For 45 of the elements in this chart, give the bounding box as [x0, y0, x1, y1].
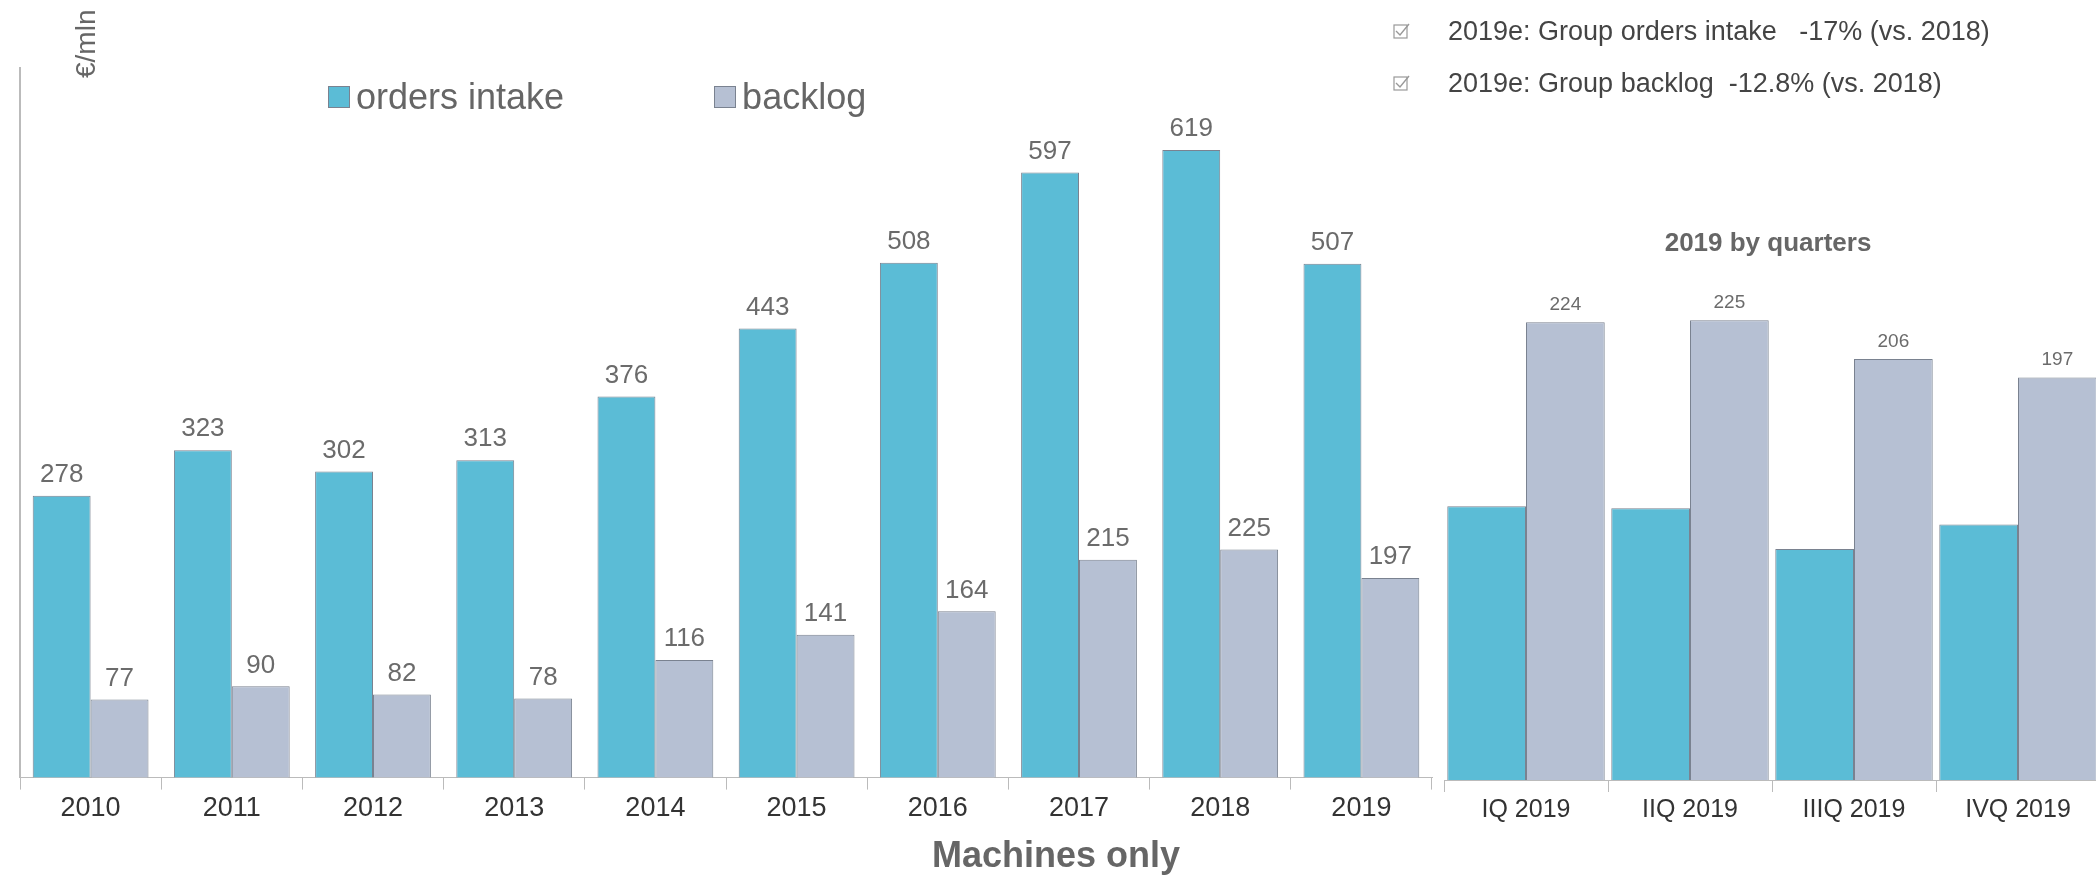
- data-label: 197: [1368, 540, 1413, 571]
- data-label: 507: [1310, 225, 1355, 256]
- x-tick-label: 2015: [766, 792, 827, 823]
- data-label: 376: [604, 358, 649, 389]
- data-label: 313: [463, 422, 507, 453]
- data-label: 206: [1877, 329, 1910, 351]
- text: 2019e: Group backlog -12.8% (vs. 2018): [1448, 68, 1942, 99]
- data-label: 225: [1713, 291, 1746, 313]
- data-label: 619: [1169, 112, 1213, 143]
- data-label: 141: [803, 596, 848, 627]
- data-label: 82: [387, 656, 417, 687]
- data-label: 597: [1028, 134, 1072, 165]
- x-tick-label: IQ 2019: [1481, 793, 1571, 822]
- x-tick-label: 2010: [60, 792, 121, 823]
- data-label: 225: [1227, 511, 1271, 542]
- data-label: 164: [945, 573, 989, 604]
- x-tick-label: 2016: [907, 792, 968, 823]
- data-label: 302: [322, 433, 366, 464]
- data-label: 78: [528, 660, 558, 691]
- data-label: 508: [887, 224, 931, 255]
- x-tick-label: IVQ 2019: [1965, 793, 2071, 822]
- x-axis-title: Machines only: [930, 834, 1182, 876]
- x-tick-label: 2012: [342, 792, 404, 823]
- data-label: 215: [1086, 521, 1130, 552]
- x-tick-label: 2014: [625, 792, 686, 823]
- data-label: 443: [745, 290, 790, 321]
- y-axis-title: €/mln: [70, 9, 102, 78]
- x-tick-label: IIQ 2019: [1642, 793, 1738, 822]
- data-label: 116: [663, 622, 706, 653]
- x-tick-label: IIIQ 2019: [1802, 793, 1906, 822]
- x-tick-label: 2018: [1190, 792, 1251, 823]
- legend-label: backlog: [742, 76, 867, 118]
- x-tick-label: 2019: [1331, 792, 1392, 823]
- data-label: 323: [181, 412, 225, 443]
- text: 2019e: Group orders intake -17% (vs. 2018): [1448, 16, 1990, 47]
- x-tick-label: 2013: [484, 792, 545, 823]
- data-label: 90: [246, 648, 276, 679]
- data-label: 197: [2041, 348, 2074, 370]
- x-tick-label: 2017: [1048, 792, 1110, 823]
- chart-title: 2019 by quarters: [1664, 226, 1872, 257]
- data-label: 224: [1549, 293, 1582, 315]
- data-label: 77: [105, 661, 135, 692]
- legend-label: orders intake: [356, 76, 565, 118]
- x-tick-label: 2011: [202, 792, 261, 823]
- data-label: 278: [39, 457, 84, 488]
